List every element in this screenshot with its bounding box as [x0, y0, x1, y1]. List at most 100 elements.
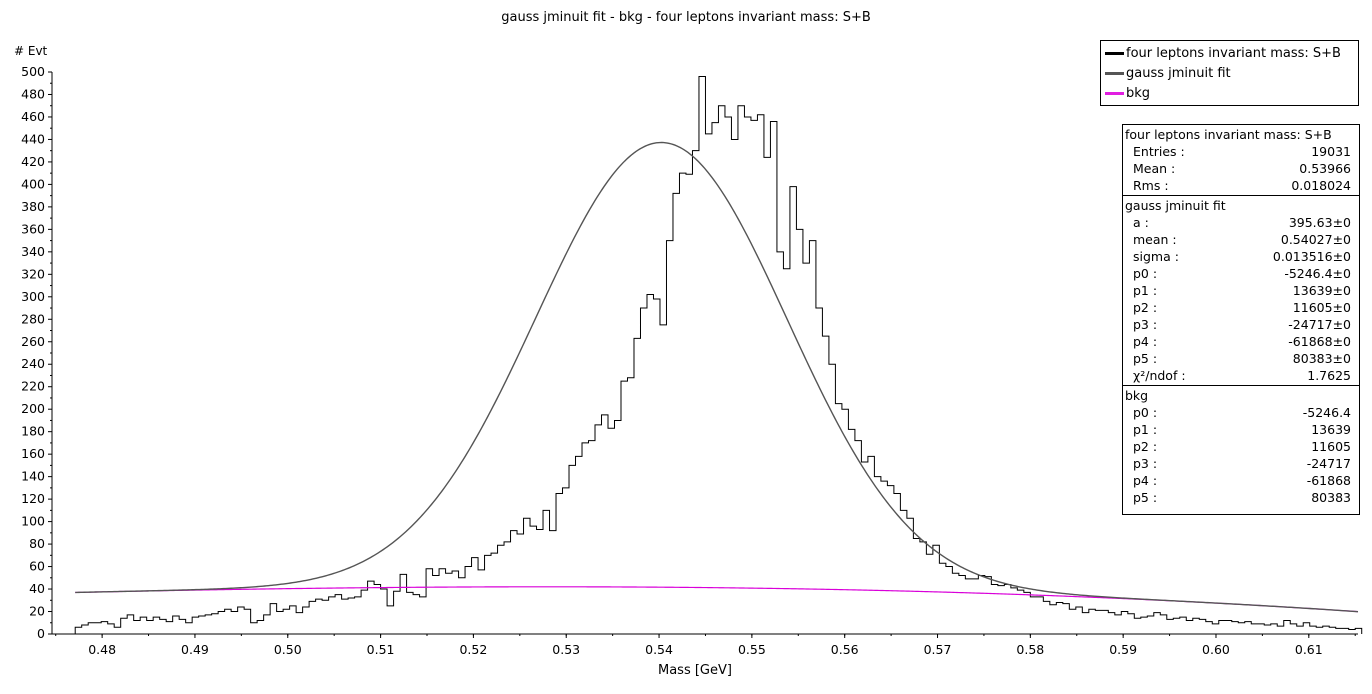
- x-tick-label: 0.52: [459, 642, 487, 657]
- x-tick-label: 0.57: [924, 642, 952, 657]
- y-tick-label: 420: [21, 154, 45, 169]
- stats-value: 13639±0: [1292, 283, 1351, 298]
- legend-item-histogram: four leptons invariant mass: S+B: [1105, 43, 1354, 63]
- stats-row: p4 : -61868: [1125, 472, 1359, 489]
- stats-row: p1 : 13639: [1125, 421, 1359, 438]
- stats-value: -5246.4±0: [1284, 266, 1351, 281]
- bkg-curve: [75, 586, 1359, 613]
- stats-value: 13639: [1311, 422, 1351, 437]
- y-tick-label: 140: [21, 469, 45, 484]
- y-tick-label: 300: [21, 289, 45, 304]
- stats-row: p0 : -5246.4: [1125, 404, 1359, 421]
- x-tick-label: 0.50: [274, 642, 302, 657]
- stats-row: Entries : 19031: [1125, 143, 1359, 160]
- stats-value: 19031: [1311, 144, 1351, 159]
- stats-fit-name: gauss jminuit fit: [1125, 198, 1226, 213]
- stats-value: 0.54027±0: [1280, 232, 1351, 247]
- stats-row: sigma : 0.013516±0: [1125, 248, 1359, 265]
- y-tick-label: 460: [21, 109, 45, 124]
- legend-swatch-bkg: [1105, 91, 1124, 95]
- y-tick-label: 200: [21, 401, 45, 416]
- stats-label: Entries :: [1133, 144, 1185, 159]
- y-tick-label: 340: [21, 244, 45, 259]
- x-tick-label: 0.60: [1202, 642, 1230, 657]
- y-tick-label: 40: [29, 581, 45, 596]
- stats-label: p1 :: [1133, 283, 1158, 298]
- y-tick-label: 260: [21, 334, 45, 349]
- legend-item-fit: gauss jminuit fit: [1105, 63, 1354, 83]
- y-tick-label: 120: [21, 491, 45, 506]
- y-tick-label: 100: [21, 514, 45, 529]
- stats-section-bkg: bkg p0 : -5246.4 p1 : 13639 p2 : 11605 p3 :…: [1123, 386, 1359, 507]
- y-axis-label: # Evt: [14, 44, 48, 58]
- stats-label: p1 :: [1133, 422, 1158, 437]
- x-tick-label: 0.56: [831, 642, 859, 657]
- stats-section-histogram: four leptons invariant mass: S+B Entries…: [1123, 125, 1359, 196]
- stats-label: Mean :: [1133, 161, 1176, 176]
- x-tick-label: 0.49: [181, 642, 209, 657]
- stats-label: a :: [1133, 215, 1149, 230]
- x-tick-label: 0.53: [552, 642, 580, 657]
- y-tick-label: 20: [29, 604, 45, 619]
- stats-row: p3 : -24717: [1125, 455, 1359, 472]
- x-tick-label: 0.48: [88, 642, 116, 657]
- stats-row: mean : 0.54027±0: [1125, 231, 1359, 248]
- y-tick-label: 320: [21, 266, 45, 281]
- x-tick-label: 0.55: [738, 642, 766, 657]
- stats-label: p5 :: [1133, 351, 1158, 366]
- stats-value: 0.018024: [1291, 178, 1351, 193]
- stats-value: -24717±0: [1288, 317, 1351, 332]
- x-axis-label: Mass [GeV]: [658, 663, 732, 678]
- stats-row: p0 : -5246.4±0: [1125, 265, 1359, 282]
- y-tick-label: 360: [21, 221, 45, 236]
- stats-section-fit: gauss jminuit fit a : 395.63±0 mean : 0.54…: [1123, 196, 1359, 386]
- legend-swatch-histogram: [1105, 51, 1124, 55]
- legend-label-histogram: four leptons invariant mass: S+B: [1126, 45, 1341, 61]
- stats-value: 0.013516±0: [1272, 249, 1351, 264]
- y-tick-label: 0: [37, 626, 45, 641]
- y-tick-label: 480: [21, 86, 45, 101]
- stats-value: 80383±0: [1292, 351, 1351, 366]
- stats-row: p5 : 80383±0: [1125, 350, 1359, 367]
- stats-label: p3 :: [1133, 317, 1158, 332]
- stats-box: four leptons invariant mass: S+B Entries…: [1122, 124, 1360, 515]
- legend-swatch-fit: [1105, 71, 1124, 75]
- y-tick-label: 160: [21, 446, 45, 461]
- stats-label: mean :: [1133, 232, 1177, 247]
- stats-bkg-name: bkg: [1125, 388, 1149, 403]
- stats-row: p3 : -24717±0: [1125, 316, 1359, 333]
- stats-row: p5 : 80383: [1125, 489, 1359, 506]
- stats-value: -61868: [1306, 473, 1351, 488]
- stats-value: 80383: [1311, 490, 1351, 505]
- stats-value: -5246.4: [1302, 405, 1351, 420]
- stats-label: sigma :: [1133, 249, 1179, 264]
- stats-value: 11605±0: [1292, 300, 1351, 315]
- stats-label: p2 :: [1133, 439, 1158, 454]
- x-tick-label: 0.58: [1016, 642, 1044, 657]
- stats-label: p2 :: [1133, 300, 1158, 315]
- legend: four leptons invariant mass: S+B gauss j…: [1100, 40, 1359, 106]
- stats-value: 1.7625: [1307, 368, 1351, 383]
- x-tick-label: 0.59: [1109, 642, 1137, 657]
- stats-label: p0 :: [1133, 405, 1158, 420]
- y-tick-label: 80: [29, 536, 45, 551]
- stats-label: Rms :: [1133, 178, 1169, 193]
- y-tick-label: 380: [21, 199, 45, 214]
- stats-row: p1 : 13639±0: [1125, 282, 1359, 299]
- histogram-series: [74, 75, 1363, 634]
- stats-value: 0.53966: [1299, 161, 1351, 176]
- legend-label-bkg: bkg: [1126, 85, 1151, 101]
- x-tick-label: 0.61: [1295, 642, 1323, 657]
- y-tick-label: 220: [21, 379, 45, 394]
- stats-value: 395.63±0: [1288, 215, 1351, 230]
- y-tick-label: 280: [21, 311, 45, 326]
- legend-item-bkg: bkg: [1105, 83, 1354, 103]
- chart-title: gauss jminuit fit - bkg - four leptons i…: [501, 10, 871, 25]
- stats-label: p5 :: [1133, 490, 1158, 505]
- stats-row: p4 : -61868±0: [1125, 333, 1359, 350]
- stats-label: p3 :: [1133, 456, 1158, 471]
- stats-row: χ²/ndof : 1.7625: [1125, 367, 1359, 384]
- stats-value: -24717: [1306, 456, 1351, 471]
- y-tick-label: 440: [21, 131, 45, 146]
